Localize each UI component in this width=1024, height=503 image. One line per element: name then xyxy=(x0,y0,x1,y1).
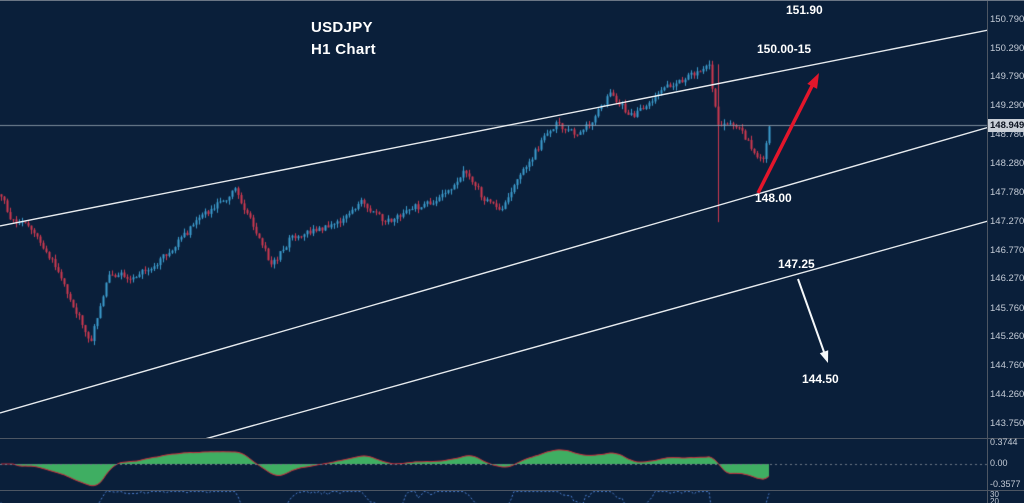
current-price-tag: 148.949 xyxy=(988,118,1024,132)
oscillator-zero-label: 0.00 xyxy=(990,458,1008,468)
price-axis-label: 150.290 xyxy=(990,42,1024,54)
oscillator-max-label: 0.3744 xyxy=(990,437,1018,447)
oscillator-min-label: -0.3577 xyxy=(990,479,1021,489)
price-axis-label: 147.270 xyxy=(990,216,1024,227)
price-axis-label: 144.260 xyxy=(990,388,1024,400)
timeframe-label: H1 Chart xyxy=(311,41,376,58)
price-axis-label: 147.780 xyxy=(990,186,1024,198)
price-axis-label: 150.790 xyxy=(990,14,1024,25)
stochastic-level-label: 30 xyxy=(990,490,999,499)
price-axis-label: 146.770 xyxy=(990,244,1024,256)
price-axis-label: 149.790 xyxy=(990,71,1024,83)
level-label-151-90: 151.90 xyxy=(786,3,823,17)
price-axis-label: 146.270 xyxy=(990,273,1024,285)
price-axis-label: 144.760 xyxy=(990,360,1024,372)
price-axis[interactable]: 150.790 150.290 149.790 149.290 148.780 148.2… xyxy=(987,1,1024,503)
stochastic-level-label: 20 xyxy=(990,497,999,503)
chart-title: USDJPY H1 Chart xyxy=(311,17,376,61)
price-axis-label: 145.260 xyxy=(990,331,1024,343)
indicator2-panel-separator[interactable] xyxy=(0,490,1024,491)
level-label-147-25: 147.25 xyxy=(778,257,815,271)
price-axis-label: 148.280 xyxy=(990,158,1024,170)
indicator-panel-separator[interactable] xyxy=(0,438,1024,439)
level-label-150-00-15: 150.00-15 xyxy=(757,42,812,56)
level-label-144-50: 144.50 xyxy=(802,372,839,386)
price-axis-label: 148.780 xyxy=(990,129,1024,141)
price-axis-label: 149.290 xyxy=(990,100,1024,112)
symbol-label: USDJPY xyxy=(311,19,373,36)
level-label-148-00: 148.00 xyxy=(755,191,792,205)
price-axis-label: 145.760 xyxy=(990,302,1024,314)
price-axis-label: 143.750 xyxy=(990,418,1024,429)
